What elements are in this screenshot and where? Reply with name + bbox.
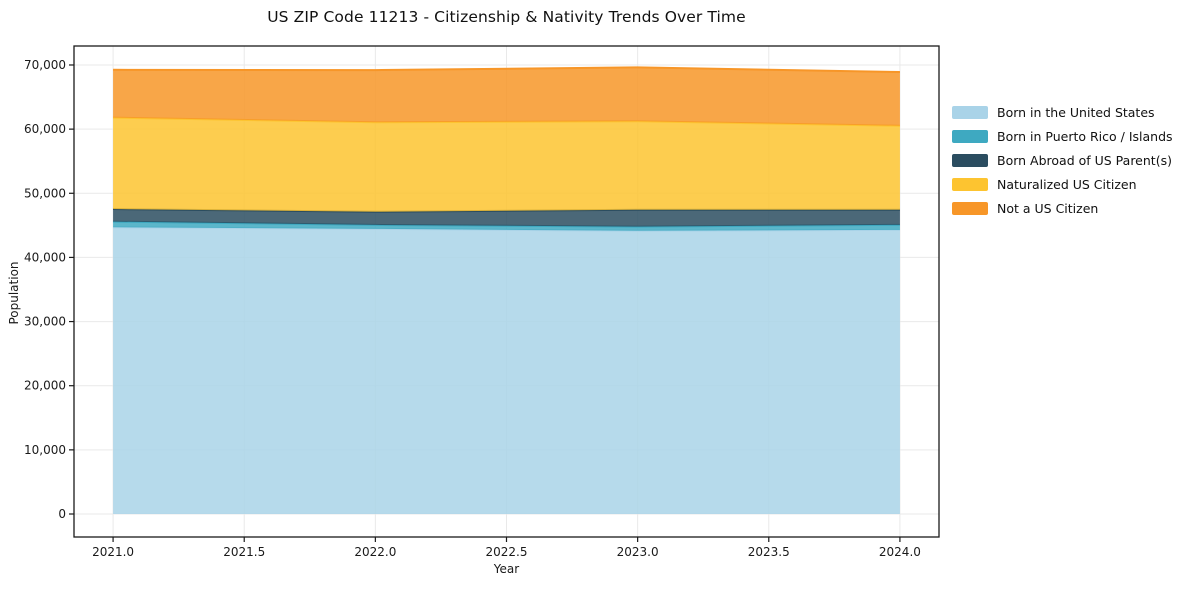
- x-tick-label: 2022.5: [486, 545, 528, 559]
- y-tick-label: 50,000: [24, 186, 66, 200]
- area-born-in-the-united-states: [113, 227, 900, 515]
- legend-label: Born Abroad of US Parent(s): [997, 153, 1172, 168]
- x-tick-label: 2022.0: [354, 545, 396, 559]
- x-tick-label: 2024.0: [879, 545, 921, 559]
- y-tick-label: 30,000: [24, 315, 66, 329]
- y-tick-label: 0: [58, 507, 66, 521]
- x-tick-label: 2023.5: [748, 545, 790, 559]
- area-not-a-us-citizen: [113, 67, 900, 126]
- y-axis-title: Population: [7, 261, 21, 325]
- x-tick-label: 2021.5: [223, 545, 265, 559]
- legend-swatch: [952, 202, 988, 215]
- legend-swatch: [952, 178, 988, 191]
- chart-title: US ZIP Code 11213 - Citizenship & Nativi…: [267, 8, 746, 26]
- legend-item: Born Abroad of US Parent(s): [952, 153, 1173, 168]
- legend-label: Not a US Citizen: [997, 201, 1099, 216]
- legend-swatch: [952, 130, 988, 143]
- legend-item: Born in the United States: [952, 105, 1173, 120]
- y-tick-label: 70,000: [24, 58, 66, 72]
- legend-item: Not a US Citizen: [952, 201, 1173, 216]
- area-naturalized-us-citizen: [113, 117, 900, 212]
- y-tick-label: 40,000: [24, 250, 66, 264]
- x-tick-label: 2021.0: [92, 545, 134, 559]
- y-tick-label: 10,000: [24, 443, 66, 457]
- y-tick-label: 20,000: [24, 379, 66, 393]
- legend-item: Naturalized US Citizen: [952, 177, 1173, 192]
- legend-item: Born in Puerto Rico / Islands: [952, 129, 1173, 144]
- legend-label: Born in the United States: [997, 105, 1155, 120]
- area-born-abroad-of-us-parent-s: [113, 209, 900, 227]
- legend-label: Born in Puerto Rico / Islands: [997, 129, 1173, 144]
- x-axis-title: Year: [493, 562, 520, 576]
- y-tick-label: 60,000: [24, 122, 66, 136]
- legend-swatch: [952, 106, 988, 119]
- x-tick-label: 2023.0: [617, 545, 659, 559]
- legend-label: Naturalized US Citizen: [997, 177, 1137, 192]
- legend-swatch: [952, 154, 988, 167]
- legend: Born in the United States Born in Puerto …: [952, 105, 1173, 216]
- edge-not-a-us-citizen: [113, 66, 900, 74]
